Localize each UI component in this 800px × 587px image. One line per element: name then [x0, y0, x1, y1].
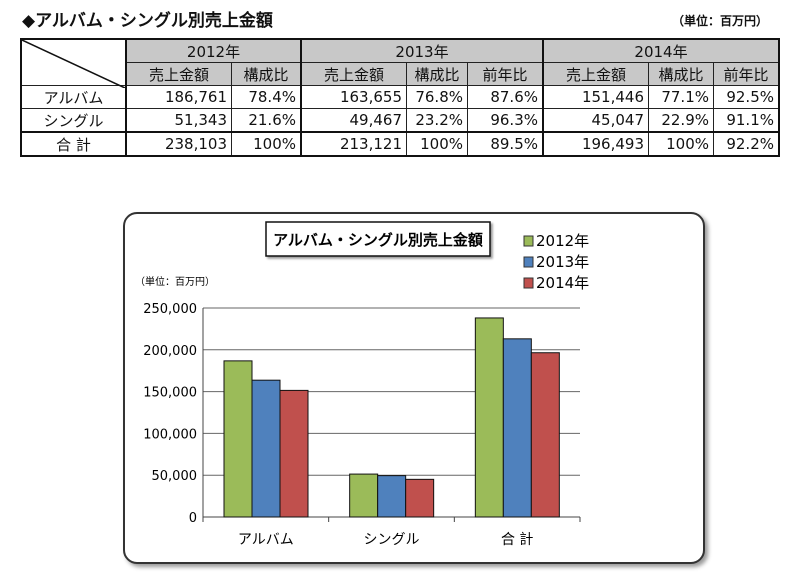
x-tick-label: アルバム — [238, 532, 294, 548]
bar-2013年 — [251, 379, 281, 518]
bar-2013年 — [377, 475, 407, 518]
corner-cell — [20, 38, 127, 88]
chart-title-box — [265, 221, 491, 257]
table-cell: 100% — [648, 131, 714, 157]
table-cell: 78.4% — [231, 85, 302, 109]
row-label: シングル — [20, 108, 127, 133]
bar-2014年 — [530, 352, 560, 518]
sales-table: 2012年 2013年 2014年 売上金額 構成比 売上金額 構成比 前年比 … — [20, 38, 780, 157]
col-sales: 売上金額 — [300, 62, 407, 86]
row-label: 合 計 — [20, 131, 127, 157]
legend-label: 2012年 — [536, 232, 589, 250]
table-cell: 163,655 — [300, 85, 407, 109]
y-tick-label: 200,000 — [143, 344, 197, 359]
year-header: 2014年 — [542, 38, 780, 63]
bar-2013年 — [502, 338, 532, 518]
table-cell: 100% — [231, 131, 302, 157]
table-cell: 92.5% — [713, 85, 780, 109]
table-cell: 213,121 — [300, 131, 407, 157]
bar-2012年 — [223, 360, 253, 518]
legend-swatch — [523, 256, 534, 268]
col-yoy: 前年比 — [467, 62, 544, 86]
bar-2012年 — [349, 473, 379, 518]
x-tick-label: シングル — [364, 532, 420, 548]
col-yoy: 前年比 — [713, 62, 780, 86]
legend-swatch — [523, 277, 534, 289]
table-row: 合 計 238,103 100% 213,121 100% 89.5% 196,493 100… — [20, 131, 780, 157]
bar-2012年 — [474, 317, 504, 518]
table-cell: 89.5% — [467, 131, 544, 157]
col-share: 構成比 — [406, 62, 468, 86]
table-row: アルバム 186,761 78.4% 163,655 76.8% 87.6% 151,446… — [20, 85, 780, 109]
table-cell: 100% — [406, 131, 468, 157]
table-cell: 238,103 — [125, 131, 232, 157]
table-cell: 87.6% — [467, 85, 544, 109]
col-share: 構成比 — [648, 62, 714, 86]
table-cell: 49,467 — [300, 108, 407, 133]
table-cell: 45,047 — [542, 108, 649, 133]
table-cell: 91.1% — [713, 108, 780, 133]
chart-title: アルバム・シングル別売上金額 — [273, 231, 483, 249]
table-unit: （単位：百万円） — [671, 14, 768, 28]
legend-label: 2013年 — [536, 253, 589, 271]
y-tick-label: 250,000 — [143, 302, 197, 317]
legend-swatch — [523, 235, 534, 247]
y-tick-label: 150,000 — [143, 386, 197, 401]
table-cell: 76.8% — [406, 85, 468, 109]
table-cell: 92.2% — [713, 131, 780, 157]
table-cell: 186,761 — [125, 85, 232, 109]
table-cell: 22.9% — [648, 108, 714, 133]
y-tick-label: 100,000 — [143, 427, 197, 442]
y-tick-label: 0 — [189, 511, 197, 526]
x-tick-label: 合 計 — [501, 532, 533, 548]
col-sales: 売上金額 — [125, 62, 232, 86]
table-cell: 77.1% — [648, 85, 714, 109]
bar-2014年 — [405, 478, 435, 518]
legend-label: 2014年 — [536, 274, 589, 292]
col-share: 構成比 — [231, 62, 302, 86]
y-tick-label: 50,000 — [152, 469, 198, 484]
bar-2014年 — [279, 389, 309, 518]
table-cell: 21.6% — [231, 108, 302, 133]
row-label: アルバム — [20, 85, 127, 109]
table-row: シングル 51,343 21.6% 49,467 23.2% 96.3% 45,047 22.… — [20, 108, 780, 133]
table-title: ◆アルバム・シングル別売上金額 — [22, 11, 273, 31]
y-axis-unit: （単位：百万円） — [135, 275, 215, 288]
year-header: 2012年 — [125, 38, 302, 63]
